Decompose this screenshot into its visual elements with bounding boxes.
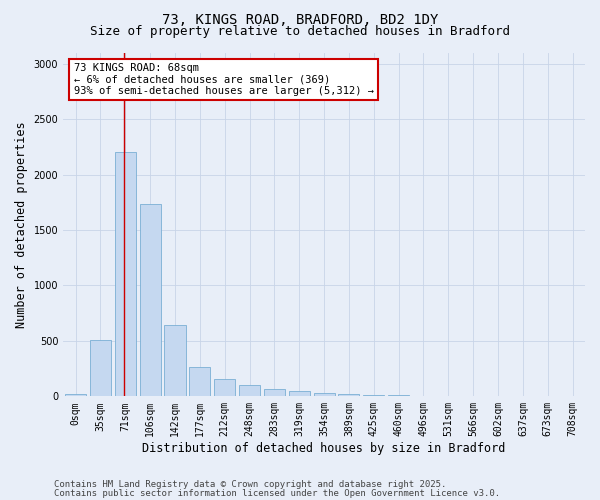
Bar xyxy=(239,385,260,396)
Text: Size of property relative to detached houses in Bradford: Size of property relative to detached ho… xyxy=(90,25,510,38)
Bar xyxy=(65,394,86,396)
Bar xyxy=(289,391,310,396)
Text: 73, KINGS ROAD, BRADFORD, BD2 1DY: 73, KINGS ROAD, BRADFORD, BD2 1DY xyxy=(162,12,438,26)
Bar xyxy=(264,389,285,396)
Bar xyxy=(189,368,211,396)
Bar xyxy=(363,394,385,396)
Y-axis label: Number of detached properties: Number of detached properties xyxy=(15,121,28,328)
X-axis label: Distribution of detached houses by size in Bradford: Distribution of detached houses by size … xyxy=(142,442,506,455)
Bar xyxy=(140,204,161,396)
Text: Contains HM Land Registry data © Crown copyright and database right 2025.: Contains HM Land Registry data © Crown c… xyxy=(54,480,446,489)
Text: 73 KINGS ROAD: 68sqm
← 6% of detached houses are smaller (369)
93% of semi-detac: 73 KINGS ROAD: 68sqm ← 6% of detached ho… xyxy=(74,63,374,96)
Bar xyxy=(214,379,235,396)
Bar xyxy=(338,394,359,396)
Bar xyxy=(164,326,185,396)
Bar xyxy=(388,395,409,396)
Bar xyxy=(90,340,111,396)
Bar xyxy=(314,393,335,396)
Text: Contains public sector information licensed under the Open Government Licence v3: Contains public sector information licen… xyxy=(54,488,500,498)
Bar xyxy=(115,152,136,396)
